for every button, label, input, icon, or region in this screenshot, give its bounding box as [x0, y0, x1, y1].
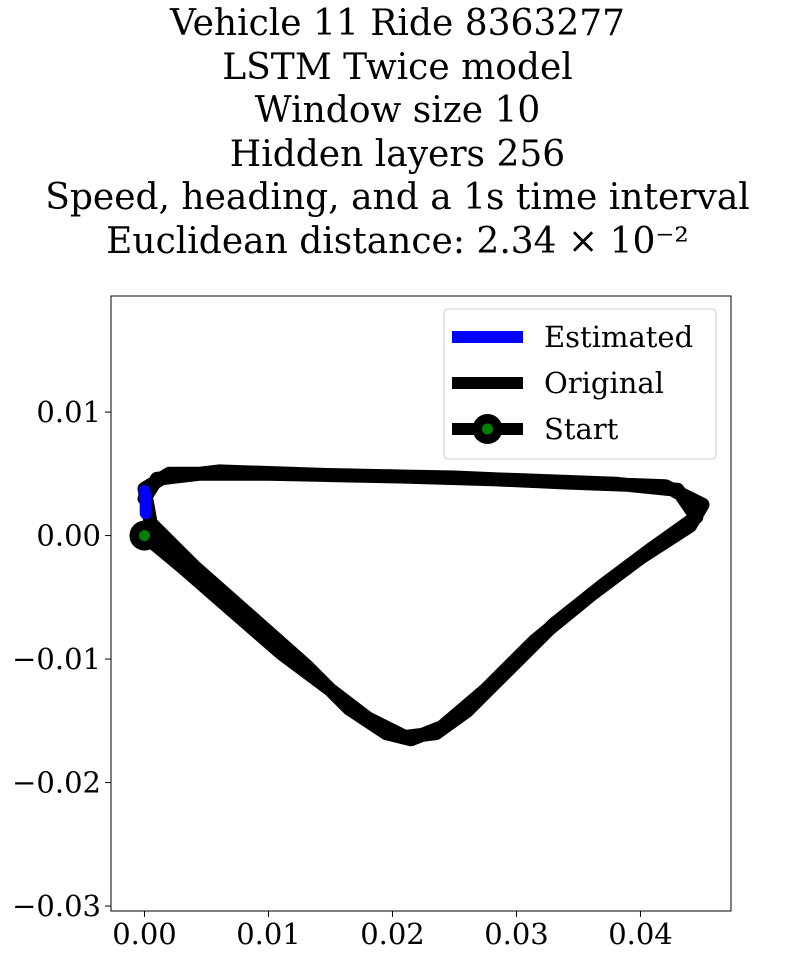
y-tick-label: 0.01: [36, 395, 101, 429]
legend-start-marker-center: [482, 423, 493, 435]
title-line: Euclidean distance: 2.34 × 10⁻²: [106, 220, 689, 262]
x-tick-label: 0.03: [484, 917, 549, 951]
chart-title: Vehicle 11 Ride 8363277 LSTM Twice model…: [0, 2, 795, 264]
x-tick-label: 0.02: [360, 917, 425, 951]
y-tick-label: −0.03: [12, 889, 101, 923]
plot-inner: [129, 464, 710, 747]
title-line: Window size 10: [254, 90, 541, 132]
plot-area: [129, 464, 710, 747]
title-line: LSTM Twice model: [222, 46, 573, 88]
y-tick-label: 0.00: [36, 519, 101, 553]
series-line-original: [137, 464, 710, 747]
y-tick-label: −0.02: [12, 766, 101, 800]
plot-frame: [110, 295, 732, 912]
x-tick-label: 0.04: [608, 917, 673, 951]
legend-label: Original: [544, 366, 664, 400]
x-tick-label: 0.01: [236, 917, 301, 951]
legend: Estimated Original Start: [443, 308, 717, 460]
legend-box: [443, 308, 717, 460]
axes: 0.00 0.01 0.02 0.03 0.04 0.01 0.00 −0.01 −0.02 −0…: [12, 295, 732, 951]
series-line-estimated: [138, 485, 152, 520]
start-marker-center: [138, 530, 150, 542]
y-tick-label: −0.01: [12, 642, 101, 676]
legend-label: Start: [544, 412, 619, 446]
x-tick-label: 0.00: [112, 917, 177, 951]
title-line: Hidden layers 256: [229, 133, 566, 175]
title-line: Vehicle 11 Ride 8363277: [169, 3, 626, 44]
title-line: Speed, heading, and a 1s time interval: [45, 177, 750, 219]
legend-label: Estimated: [544, 320, 693, 354]
